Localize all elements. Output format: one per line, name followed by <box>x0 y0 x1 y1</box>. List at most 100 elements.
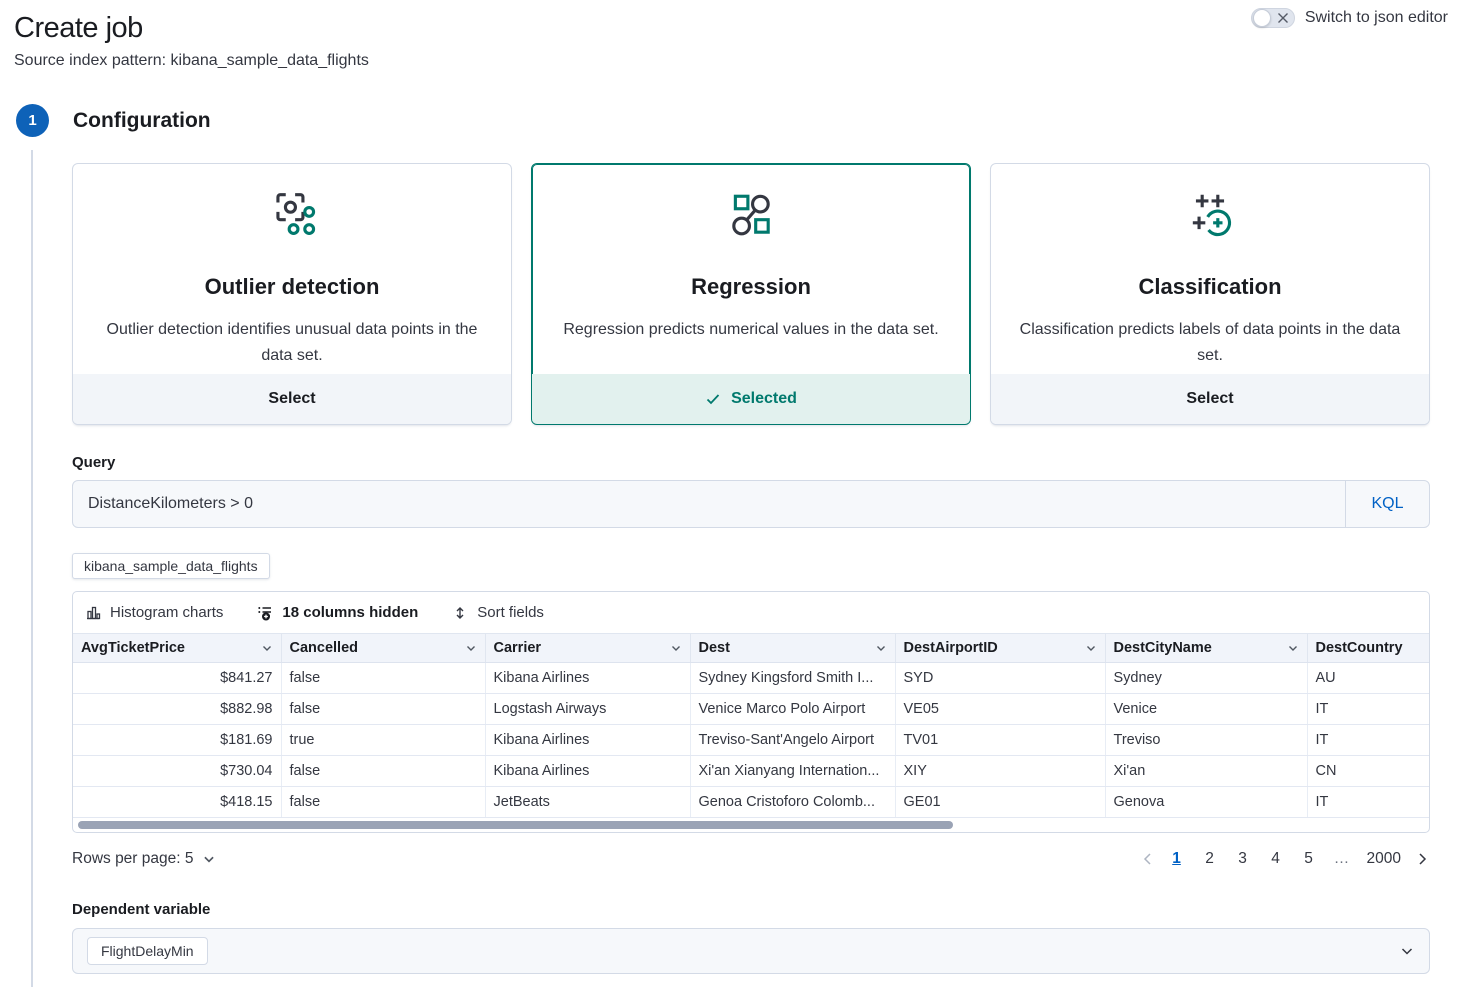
cell: $418.15 <box>73 786 282 818</box>
cell: Xi'an Xianyang Internation... <box>690 755 896 787</box>
json-editor-switch-group: Switch to json editor <box>1250 8 1448 28</box>
cell: CN <box>1307 755 1429 787</box>
card-classification-body: Classification Classification predicts l… <box>991 164 1429 374</box>
card-regression[interactable]: Regression Regression predicts numerical… <box>531 163 971 425</box>
chevron-down-icon[interactable] <box>670 642 682 654</box>
cell: Logstash Airways <box>485 693 691 725</box>
card-classification[interactable]: Classification Classification predicts l… <box>990 163 1430 425</box>
card-regression-description: Regression predicts numerical values in … <box>563 321 939 338</box>
page-button-3[interactable]: 3 <box>1231 846 1255 872</box>
card-outlier-detection[interactable]: Outlier detection Outlier detection iden… <box>72 163 512 425</box>
chevron-down-icon[interactable] <box>875 642 887 654</box>
rows-per-page-label: Rows per page: 5 <box>72 850 194 867</box>
cell: Treviso <box>1105 724 1308 756</box>
table-header: AvgTicketPrice Cancelled Carrier Dest De… <box>73 633 1429 663</box>
page-button-2000[interactable]: 2000 <box>1363 846 1405 872</box>
column-header-cancelled[interactable]: Cancelled <box>281 633 486 663</box>
cell: TV01 <box>895 724 1106 756</box>
card-outlier-action-label: Select <box>268 390 316 407</box>
page-button-1[interactable]: 1 <box>1165 846 1189 872</box>
index-pattern-badge: kibana_sample_data_flights <box>72 553 270 579</box>
sort-fields-button[interactable]: Sort fields <box>452 604 544 621</box>
cell: AU <box>1307 662 1429 694</box>
horizontal-scrollbar-thumb[interactable] <box>78 821 953 829</box>
cell: Kibana Airlines <box>485 662 691 694</box>
column-header-avgticketprice[interactable]: AvgTicketPrice <box>73 633 282 663</box>
cell: IT <box>1307 724 1429 756</box>
column-label: Carrier <box>493 640 542 656</box>
configuration-step-content: Outlier detection Outlier detection iden… <box>72 163 1430 974</box>
cell: Venice Marco Polo Airport <box>690 693 896 725</box>
chevron-down-icon[interactable] <box>1085 642 1097 654</box>
query-input[interactable]: DistanceKilometers > 0 <box>88 495 253 512</box>
column-header-destcountry[interactable]: DestCountry <box>1307 633 1429 663</box>
previous-page-icon[interactable] <box>1140 851 1156 867</box>
cell: false <box>281 786 486 818</box>
page-header: Create job Source index pattern: kibana_… <box>0 0 1459 70</box>
cell: false <box>281 693 486 725</box>
card-regression-body: Regression Regression predicts numerical… <box>532 164 970 374</box>
dependent-variable-combobox[interactable]: FlightDelayMin <box>72 928 1430 974</box>
query-section: Query DistanceKilometers > 0 KQL <box>72 454 1430 528</box>
step-title: Configuration <box>73 108 211 132</box>
rows-per-page-button[interactable]: Rows per page: 5 <box>72 850 216 868</box>
table-row: $882.98 false Logstash Airways Venice Ma… <box>73 693 1429 725</box>
page-button-4[interactable]: 4 <box>1264 846 1288 872</box>
next-page-icon[interactable] <box>1414 851 1430 867</box>
column-header-dest[interactable]: Dest <box>690 633 896 663</box>
query-label: Query <box>72 454 116 471</box>
toggle-knob <box>1252 9 1271 27</box>
column-header-destcityname[interactable]: DestCityName <box>1105 633 1308 663</box>
cell: $882.98 <box>73 693 282 725</box>
column-label: Cancelled <box>289 640 359 656</box>
cell: Xi'an <box>1105 755 1308 787</box>
chevron-down-icon[interactable] <box>1287 642 1299 654</box>
json-editor-toggle[interactable] <box>1250 8 1295 28</box>
cell: JetBeats <box>485 786 691 818</box>
card-classification-select-button[interactable]: Select <box>991 374 1429 424</box>
table-row: $418.15 false JetBeats Genoa Cristoforo … <box>73 786 1429 818</box>
chevron-down-icon[interactable] <box>1399 943 1415 959</box>
card-classification-title: Classification <box>1138 274 1282 299</box>
card-outlier-body: Outlier detection Outlier detection iden… <box>73 164 511 374</box>
regression-icon <box>732 194 770 236</box>
cell: false <box>281 662 486 694</box>
card-outlier-description: Outlier detection identifies unusual dat… <box>106 321 478 364</box>
json-editor-toggle-label: Switch to json editor <box>1304 9 1448 26</box>
horizontal-scrollbar <box>73 818 1429 832</box>
cell: Sydney <box>1105 662 1308 694</box>
column-header-destairportid[interactable]: DestAirportID <box>895 633 1106 663</box>
cell: Treviso-Sant'Angelo Airport <box>690 724 896 756</box>
dependent-variable-pill[interactable]: FlightDelayMin <box>87 937 208 965</box>
cell: VE05 <box>895 693 1106 725</box>
cell: SYD <box>895 662 1106 694</box>
column-header-carrier[interactable]: Carrier <box>485 633 691 663</box>
chevron-down-icon[interactable] <box>261 642 273 654</box>
dependent-variable-section: Dependent variable FlightDelayMin <box>72 901 1430 974</box>
card-outlier-select-button[interactable]: Select <box>73 374 511 424</box>
toggle-off-x-icon <box>1277 13 1288 23</box>
column-label: DestCountry <box>1315 640 1403 656</box>
table-row: $841.27 false Kibana Airlines Sydney Kin… <box>73 662 1429 694</box>
chevron-down-icon[interactable] <box>465 642 477 654</box>
table-body: $841.27 false Kibana Airlines Sydney Kin… <box>73 662 1429 818</box>
columns-hidden-label: 18 columns hidden <box>282 604 419 621</box>
job-type-cards: Outlier detection Outlier detection iden… <box>72 163 1430 425</box>
query-bar: DistanceKilometers > 0 KQL <box>72 480 1430 528</box>
cell: IT <box>1307 693 1429 725</box>
dependent-variable-label: Dependent variable <box>72 901 211 918</box>
kql-language-button[interactable]: KQL <box>1345 481 1429 527</box>
page-button-2[interactable]: 2 <box>1198 846 1222 872</box>
outlier-detection-icon <box>276 193 316 236</box>
source-index-subtitle: Source index pattern: kibana_sample_data… <box>14 52 369 69</box>
check-icon <box>706 394 720 405</box>
card-outlier-title: Outlier detection <box>204 274 380 299</box>
sort-fields-label: Sort fields <box>477 604 544 621</box>
columns-hidden-button[interactable]: 18 columns hidden <box>257 604 418 621</box>
card-regression-selected-button[interactable]: Selected <box>532 374 970 424</box>
cell: false <box>281 755 486 787</box>
page-button-5[interactable]: 5 <box>1297 846 1321 872</box>
table-row: $181.69 true Kibana Airlines Treviso-San… <box>73 724 1429 756</box>
source-data-grid: Histogram charts 18 columns hidden <box>72 591 1430 833</box>
histogram-charts-button[interactable]: Histogram charts <box>85 604 223 621</box>
